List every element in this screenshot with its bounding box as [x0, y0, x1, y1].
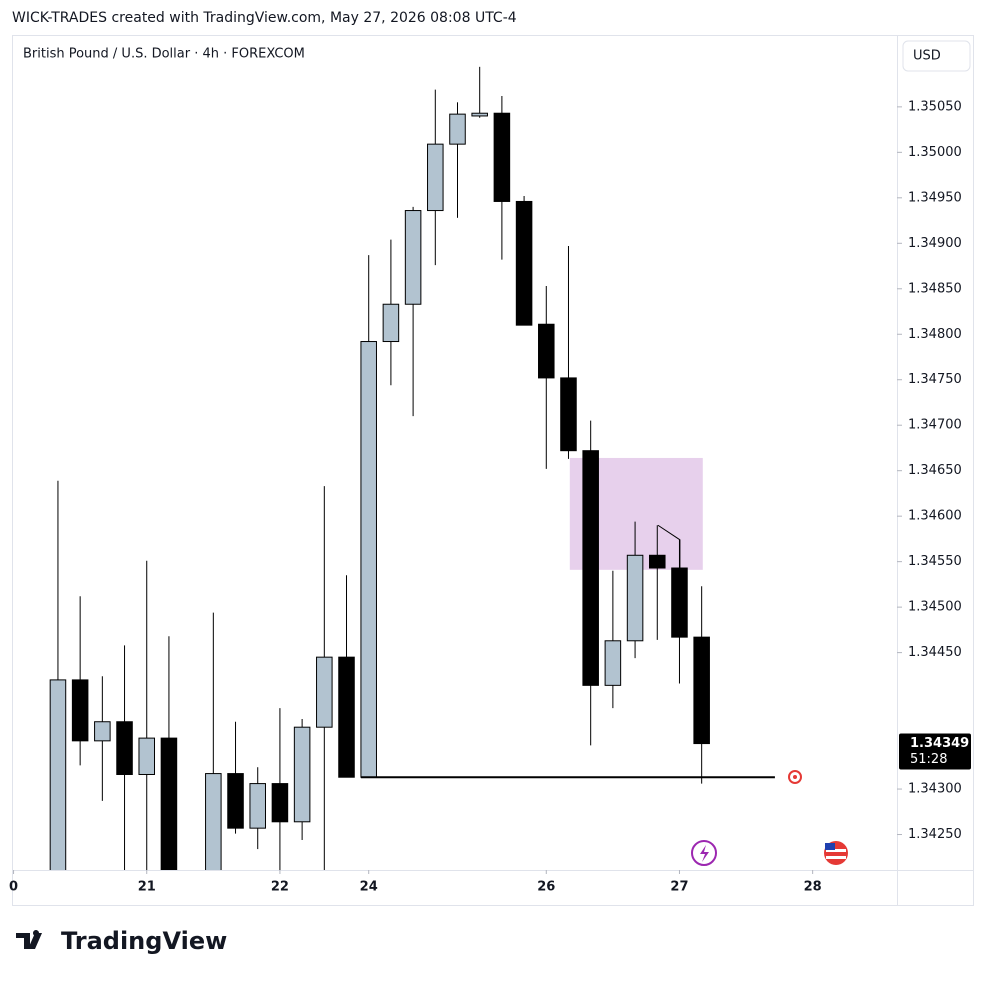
footer-brand: TradingView — [61, 927, 227, 955]
candle-body — [360, 341, 377, 778]
candle-body — [138, 737, 156, 775]
x-tick-label: 0 — [9, 880, 18, 895]
candle-body — [382, 303, 400, 343]
candle-body — [582, 450, 599, 686]
currency-button[interactable] — [902, 40, 971, 72]
candle-body — [671, 567, 688, 638]
plot-area — [49, 66, 775, 870]
event-icons — [691, 770, 848, 866]
y-tick-label: 1.34950 — [908, 190, 962, 205]
header: WICK-TRADES created with TradingView.com… — [12, 10, 517, 26]
candle-body — [49, 679, 67, 870]
x-tick-label: 26 — [537, 880, 555, 895]
currency: USD — [913, 49, 941, 64]
candle-body — [316, 656, 333, 728]
y-tick-label: 1.34750 — [908, 372, 962, 387]
candle-body — [604, 640, 622, 686]
candle-body — [626, 554, 644, 642]
candle-body — [649, 554, 666, 569]
candle-body — [271, 783, 289, 823]
candle-body — [94, 721, 111, 742]
chart-frame — [12, 35, 974, 906]
candle-body — [427, 143, 444, 212]
y-tick-label: 1.35050 — [908, 99, 962, 114]
y-tick-label: 1.34850 — [908, 281, 962, 296]
candle-body — [538, 323, 555, 379]
candle-body — [449, 113, 466, 145]
x-tick-label: 22 — [271, 880, 289, 895]
y-tick-label: 1.35000 — [908, 145, 962, 160]
y-tick-label: 1.34300 — [908, 782, 962, 797]
y-tick-label: 1.34600 — [908, 509, 962, 524]
candle-body — [227, 773, 244, 829]
candle-body — [116, 721, 133, 775]
candle-body — [693, 636, 710, 745]
y-tick-label: 1.34450 — [908, 645, 962, 660]
y-tick-label: 1.34250 — [908, 827, 962, 842]
candle-body — [71, 679, 89, 742]
candle-body — [404, 210, 422, 305]
candle-body — [493, 112, 511, 202]
candle-body — [205, 773, 222, 870]
y-tick-label: 1.34500 — [908, 600, 962, 615]
y-tick-label: 1.34650 — [908, 463, 962, 478]
candle-body — [338, 656, 355, 778]
y-tick-label: 1.34700 — [908, 418, 962, 433]
candle-body — [515, 200, 533, 326]
trend-line — [657, 524, 681, 569]
x-tick-label: 27 — [670, 880, 688, 895]
y-tick-label: 1.34900 — [908, 236, 962, 251]
candle-body — [471, 112, 488, 117]
last-price-badge — [899, 733, 971, 770]
x-tick-label: 24 — [360, 880, 378, 895]
candle-body — [249, 783, 266, 829]
candle-body — [160, 737, 178, 870]
candle-body — [560, 377, 577, 452]
y-tick-label: 1.34800 — [908, 327, 962, 342]
x-tick-label: 28 — [804, 880, 822, 895]
last-price-label: 1.34349 — [910, 736, 969, 751]
y-tick-label: 1.34550 — [908, 554, 962, 569]
x-tick-label: 21 — [138, 880, 156, 895]
candle-body — [293, 726, 311, 823]
symbol-title: British Pound / U.S. Dollar · 4h · FOREX… — [23, 47, 305, 62]
logo — [16, 930, 42, 949]
countdown-label: 51:28 — [910, 752, 947, 767]
